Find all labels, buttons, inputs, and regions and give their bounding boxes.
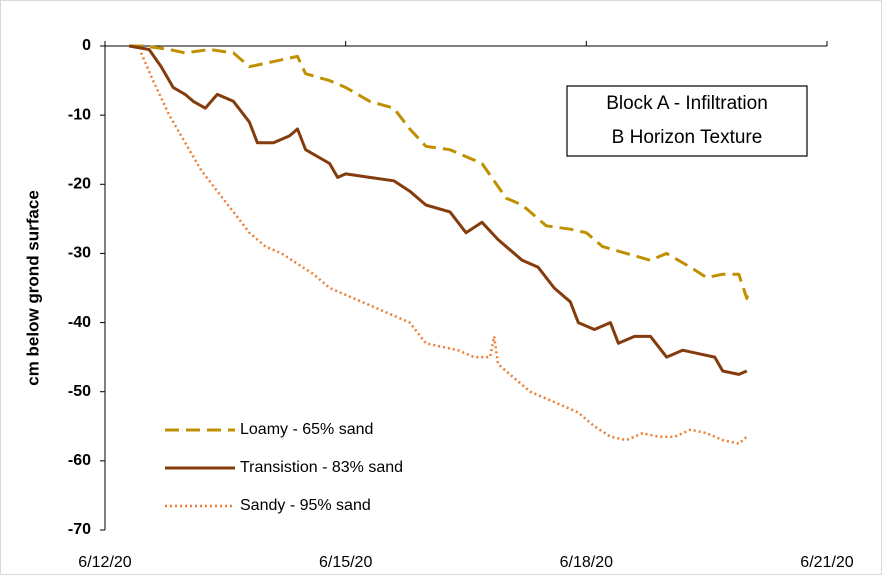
- y-tick-label: -30: [68, 245, 91, 262]
- annotation: Block A - Infiltration: [606, 93, 768, 114]
- x-tick-label: 6/12/20: [78, 554, 131, 571]
- x-tick-label: 6/18/20: [560, 554, 613, 571]
- y-tick-label: -10: [68, 106, 91, 123]
- legend-label: Sandy - 95% sand: [240, 497, 371, 514]
- y-tick-label: -40: [68, 314, 91, 331]
- x-tick-label: 6/15/20: [319, 554, 372, 571]
- x-tick-label: 6/21/20: [800, 554, 853, 571]
- y-tick-label: 0: [82, 37, 91, 54]
- annotation: B Horizon Texture: [612, 127, 763, 148]
- annotation-box: [566, 85, 808, 157]
- y-tick-label: -50: [68, 383, 91, 400]
- data-line: [128, 44, 748, 376]
- y-tick-label: -20: [68, 176, 91, 193]
- legend-label: Transistion - 83% sand: [240, 459, 403, 476]
- legend-label: Loamy - 65% sand: [240, 421, 373, 438]
- y-tick-label: -60: [68, 452, 91, 469]
- data-line: [139, 52, 748, 445]
- y-tick-label: -70: [68, 521, 91, 538]
- y-axis-label: cm below grond surface: [23, 190, 42, 386]
- data-line: [129, 44, 750, 300]
